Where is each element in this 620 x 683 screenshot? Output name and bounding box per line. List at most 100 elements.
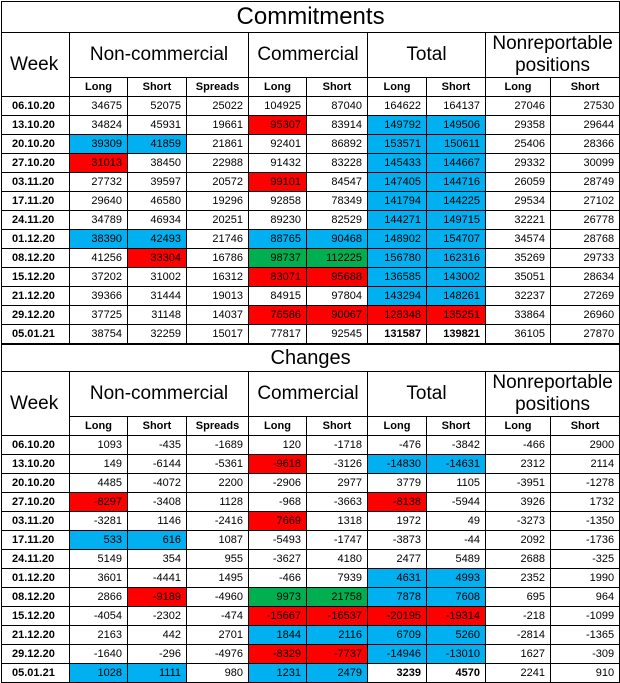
changes-total-header: Total xyxy=(367,371,486,417)
nc-short-cell: 442 xyxy=(127,625,187,645)
t-short-cell: 5489 xyxy=(426,549,486,569)
nr-short-cell: 28366 xyxy=(549,134,620,154)
spreads-cell: 2701 xyxy=(186,625,249,645)
changes-row: 15.12.20 -4054 -2302 -474 -15667 -16537 -20195… xyxy=(1,606,620,626)
changes-row: 24.11.20 5149 354 955 -3627 4180 2477 5489 2688-… xyxy=(1,549,620,569)
commitments-row: 13.10.20 34824 45931 19661 95307 83914 149792 1… xyxy=(1,115,620,135)
t-long-cell: 143294 xyxy=(367,286,427,306)
week-cell: 17.11.20 xyxy=(1,191,70,211)
nr-short-cell: 30099 xyxy=(549,153,620,173)
c-short-cell: -1747 xyxy=(306,530,368,550)
nr-long-cell: -466 xyxy=(485,435,551,455)
nc-long-cell: 2163 xyxy=(69,625,128,645)
t-long-header: Long xyxy=(367,77,427,97)
spreads-cell: -4976 xyxy=(186,644,249,664)
nc-short-cell: 45931 xyxy=(127,115,187,135)
nc-short-cell: 41859 xyxy=(127,134,187,154)
t-long-cell: -14830 xyxy=(367,454,427,474)
commitments-body: 06.10.20 34675 52075 25022 104925 87040 164622… xyxy=(1,96,620,345)
nc-long-cell: 533 xyxy=(69,530,128,550)
t-short-cell: 154707 xyxy=(426,229,486,249)
nc-long-cell: 4485 xyxy=(69,473,128,493)
t-short-cell: 7608 xyxy=(426,587,486,607)
c-short-cell: 1318 xyxy=(306,511,368,531)
nr-short-cell: 28768 xyxy=(549,229,620,249)
changes-nc-short-header: Short xyxy=(127,416,187,436)
nr-long-cell: 27046 xyxy=(485,96,551,116)
nc-short-cell: 31148 xyxy=(127,305,187,325)
changes-row: 06.10.20 1093 -435 -1689 120 -1718 -476 -3842 -4… xyxy=(1,435,620,455)
t-long-cell: 4631 xyxy=(367,568,427,588)
t-short-cell: -13010 xyxy=(426,644,486,664)
spreads-cell: 1087 xyxy=(186,530,249,550)
nc-long-cell: 39309 xyxy=(69,134,128,154)
nr-long-cell: 32221 xyxy=(485,210,551,230)
spreads-cell: 22988 xyxy=(186,153,249,173)
nr-short-cell: 26960 xyxy=(549,305,620,325)
t-short-cell: 143002 xyxy=(426,267,486,287)
c-long-cell: -466 xyxy=(248,568,307,588)
commitments-row: 29.12.20 37725 31148 14037 76586 90067 128348 1… xyxy=(1,305,620,325)
c-short-cell: 82529 xyxy=(306,210,368,230)
week-cell: 20.10.20 xyxy=(1,134,70,154)
nr-short-cell: -1099 xyxy=(549,606,620,626)
c-long-cell: 91432 xyxy=(248,153,307,173)
changes-spreads-header: Spreads xyxy=(186,416,249,436)
c-short-header: Short xyxy=(306,77,368,97)
spreads-cell: 19013 xyxy=(186,286,249,306)
spreads-cell: 1128 xyxy=(186,492,249,512)
week-cell: 01.12.20 xyxy=(1,229,70,249)
nr-short-cell: 2900 xyxy=(549,435,620,455)
t-long-cell: 144271 xyxy=(367,210,427,230)
nc-long-cell: -3281 xyxy=(69,511,128,531)
nr-short-cell: 27530 xyxy=(549,96,620,116)
nr-short-cell: 29733 xyxy=(549,248,620,268)
c-long-cell: 120 xyxy=(248,435,307,455)
week-cell: 08.12.20 xyxy=(1,248,70,268)
nc-long-cell: 38754 xyxy=(69,324,128,345)
c-short-cell: -3663 xyxy=(306,492,368,512)
nr-short-cell: 27269 xyxy=(549,286,620,306)
week-cell: 21.12.20 xyxy=(1,625,70,645)
spreads-cell: 980 xyxy=(186,663,249,683)
t-long-cell: -20195 xyxy=(367,606,427,626)
t-short-cell: 49 xyxy=(426,511,486,531)
nc-long-cell: 37725 xyxy=(69,305,128,325)
t-long-cell: 131587 xyxy=(367,324,427,345)
changes-commercial-header: Commercial xyxy=(248,371,368,417)
spreads-cell: 955 xyxy=(186,549,249,569)
c-short-cell: 2479 xyxy=(306,663,368,683)
c-short-cell: 97804 xyxy=(306,286,368,306)
commitments-sub-header-row: Long Short Spreads Long Short Long Short… xyxy=(2,77,620,97)
c-long-header: Long xyxy=(248,77,307,97)
changes-t-short-header: Short xyxy=(426,416,486,436)
nc-long-header: Long xyxy=(69,77,128,97)
t-long-cell: -8138 xyxy=(367,492,427,512)
c-long-cell: 88765 xyxy=(248,229,307,249)
c-long-cell: -968 xyxy=(248,492,307,512)
changes-row: 08.12.20 2866 -9189 -4960 9973 21758 7878 7608 6… xyxy=(1,587,620,607)
changes-week-header: Week xyxy=(1,371,70,436)
nr-short-cell: 29644 xyxy=(549,115,620,135)
c-short-cell: 90067 xyxy=(306,305,368,325)
nc-long-cell: -4054 xyxy=(69,606,128,626)
week-cell: 06.10.20 xyxy=(1,435,70,455)
total-header: Total xyxy=(367,32,486,78)
nr-long-cell: 29332 xyxy=(485,153,551,173)
c-long-cell: -3627 xyxy=(248,549,307,569)
commitments-group-header-row: Week Non-commercial Commercial Total Non… xyxy=(1,32,620,97)
t-short-cell: 5260 xyxy=(426,625,486,645)
nr-short-cell: 964 xyxy=(549,587,620,607)
commitments-row: 06.10.20 34675 52075 25022 104925 87040 164622… xyxy=(1,96,620,116)
changes-title: Changes xyxy=(0,343,620,372)
nr-long-cell: 29534 xyxy=(485,191,551,211)
week-cell: 05.01.21 xyxy=(1,663,70,683)
nr-long-cell: 35051 xyxy=(485,267,551,287)
nr-long-cell: 2092 xyxy=(485,530,551,550)
t-long-cell: 3779 xyxy=(367,473,427,493)
t-long-cell: 147405 xyxy=(367,172,427,192)
spreads-cell: 2200 xyxy=(186,473,249,493)
nc-long-cell: 27732 xyxy=(69,172,128,192)
spreads-cell: 21746 xyxy=(186,229,249,249)
commitments-row: 03.11.20 27732 39597 20572 99101 84547 147405 1… xyxy=(1,172,620,192)
